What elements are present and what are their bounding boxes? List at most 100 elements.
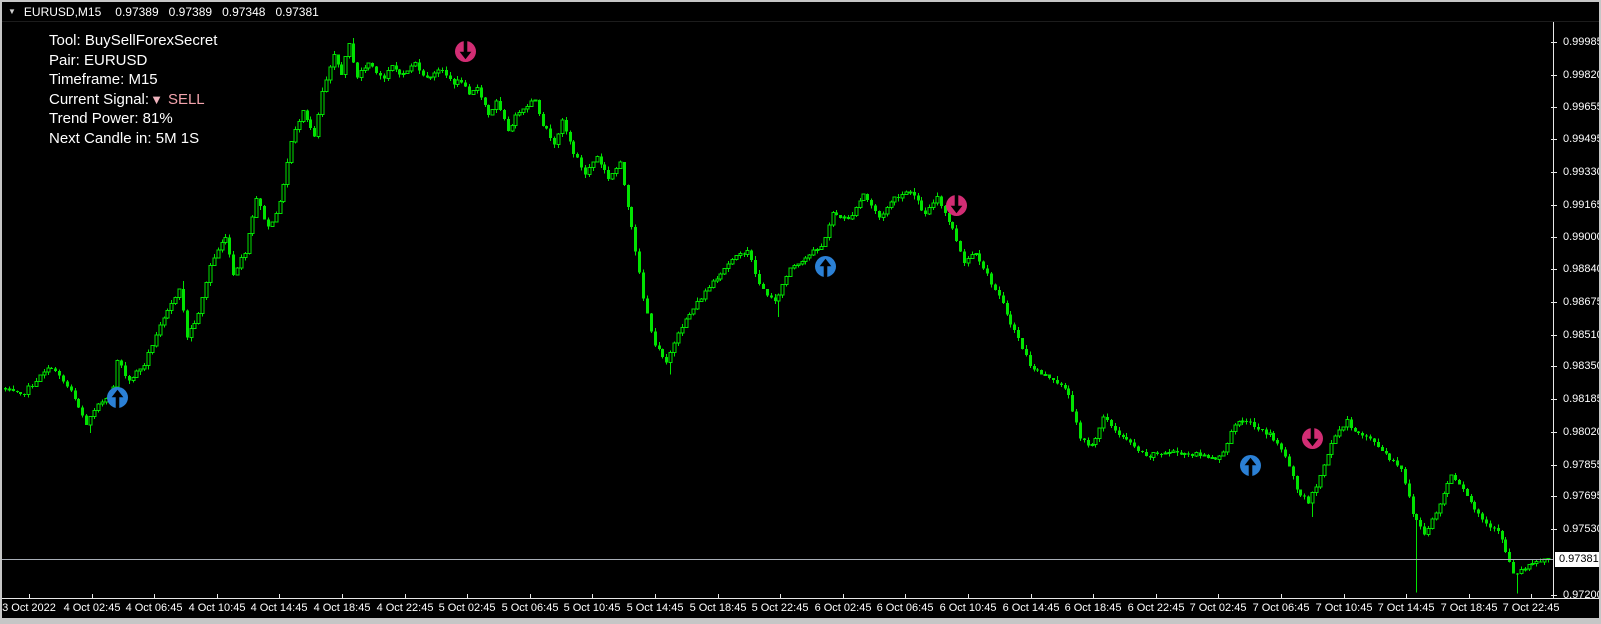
time-tick: [279, 594, 280, 598]
candle: [441, 70, 444, 71]
candle: [332, 54, 337, 68]
candle: [1527, 564, 1532, 570]
candle: [1493, 527, 1496, 529]
candle: [243, 253, 248, 258]
candle: [1512, 562, 1515, 574]
candle: [1097, 427, 1102, 440]
time-tick: [718, 594, 719, 598]
candle: [1210, 456, 1215, 459]
chart-menu-icon[interactable]: ▼: [8, 6, 16, 16]
candle: [1497, 528, 1500, 531]
candle: [356, 62, 359, 78]
candle: [1326, 453, 1331, 466]
time-tick: [843, 594, 844, 598]
candle: [687, 313, 692, 320]
candle: [1052, 377, 1055, 380]
candle: [874, 205, 877, 211]
candle: [565, 120, 568, 132]
chart-area[interactable]: 0.99985 0.99820 0.99655 0.99495 0.99330 0.991…: [2, 22, 1599, 618]
candle: [784, 276, 789, 285]
candlestick-plot[interactable]: [2, 22, 1553, 598]
candle: [1093, 438, 1098, 446]
time-tick-label: 4 Oct 22:45: [376, 602, 434, 614]
time-tick: [905, 594, 906, 598]
candle: [1373, 438, 1376, 442]
candle: [758, 273, 761, 285]
candle: [189, 328, 194, 339]
candle: [811, 249, 816, 256]
candle: [46, 367, 51, 373]
candle: [1087, 440, 1090, 446]
candle: [165, 310, 170, 319]
candle: [1240, 420, 1245, 423]
candle: [1400, 465, 1403, 469]
candle: [827, 224, 832, 238]
candle: [1090, 444, 1095, 447]
price-tick-label: 0.98350: [1563, 360, 1601, 372]
candle: [371, 62, 374, 67]
candle: [162, 317, 167, 326]
candle: [337, 54, 340, 65]
time-tick: [592, 594, 593, 598]
time-tick: [1344, 594, 1345, 598]
price-tick: [1551, 75, 1557, 76]
candle: [703, 290, 708, 300]
candle: [1365, 435, 1368, 437]
price-tick-label: 0.97530: [1563, 523, 1601, 535]
quote-open: 0.97389: [115, 4, 159, 19]
time-tick: [968, 594, 969, 598]
candle: [1021, 338, 1024, 349]
candle: [62, 375, 65, 382]
candle: [951, 222, 954, 229]
candle: [762, 284, 765, 289]
candle: [1191, 453, 1194, 456]
candle: [432, 72, 437, 78]
candle: [1182, 453, 1187, 456]
time-tick: [655, 594, 656, 598]
candle: [306, 110, 309, 120]
candle: [542, 113, 545, 127]
candle: [1381, 446, 1384, 451]
candle: [1171, 450, 1176, 453]
candle: [1396, 460, 1399, 466]
candle: [375, 66, 378, 74]
price-tick: [1551, 205, 1557, 206]
candle: [815, 249, 820, 252]
candle: [468, 86, 471, 95]
candle: [948, 212, 951, 222]
candle: [1322, 464, 1327, 476]
candle: [1056, 379, 1059, 384]
candle: [881, 213, 886, 219]
sell-signal-icon: [946, 194, 967, 216]
info-signal-value: SELL: [167, 90, 205, 108]
candle: [870, 200, 873, 206]
candle: [320, 90, 325, 116]
candle: [274, 213, 279, 223]
time-tick-label: 4 Oct 14:45: [250, 602, 308, 614]
time-tick-label: 5 Oct 22:45: [751, 602, 809, 614]
candle: [1265, 429, 1268, 435]
candle: [1296, 475, 1299, 490]
candle: [1125, 437, 1128, 440]
current-price-box: 0.97381: [1555, 552, 1599, 567]
candle: [854, 206, 859, 216]
candle: [610, 173, 615, 180]
candle: [513, 114, 518, 127]
chart-titlebar[interactable]: ▼ EURUSD,M15 0.97389 0.97389 0.97348 0.9…: [2, 2, 1599, 22]
candle: [766, 288, 769, 296]
candle: [445, 70, 448, 76]
candle: [1466, 489, 1469, 496]
candle: [931, 202, 936, 208]
candle: [278, 200, 283, 214]
candle: [169, 303, 174, 312]
candle: [1519, 569, 1524, 575]
candle: [289, 141, 294, 164]
candle: [780, 283, 785, 296]
candle: [1310, 491, 1315, 504]
candle: [1534, 561, 1539, 565]
time-tick-label: 6 Oct 02:45: [814, 602, 872, 614]
candle: [74, 390, 77, 400]
candle: [366, 62, 371, 69]
candle: [250, 216, 255, 235]
candle: [658, 345, 661, 350]
